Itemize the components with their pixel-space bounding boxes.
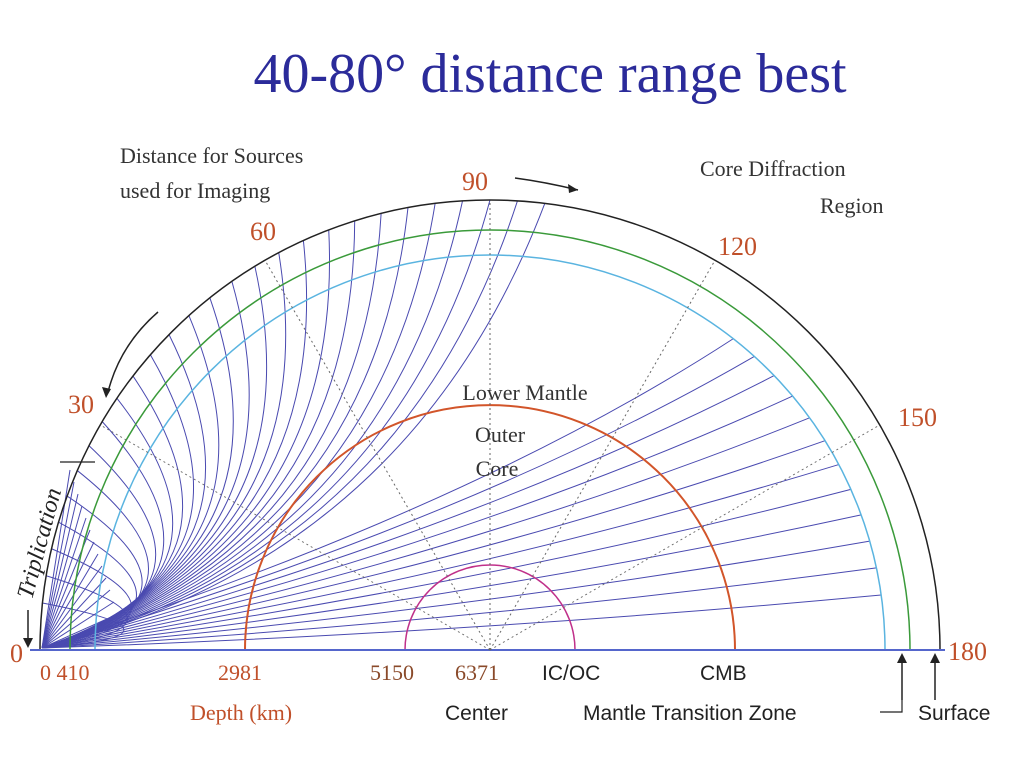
ray [41,203,546,649]
pointer-lines [901,660,936,700]
depth-label: 6371 [455,660,499,685]
diffraction-label: Region [820,193,884,218]
short-ray [41,613,119,649]
ray [41,240,308,649]
cmb-label: CMB [700,662,747,685]
core-ray [41,594,882,649]
arrowhead [102,387,111,398]
short-ray [41,493,79,649]
ray [41,220,356,649]
depth-label: 2981 [218,660,262,685]
short-ray [41,553,99,649]
ray [41,213,382,649]
short-ray [41,505,83,649]
short-ray [41,517,87,649]
short-ray [41,625,123,649]
mantle-circle [94,254,886,651]
triplication-label: Triplication [13,485,67,601]
ray [41,200,518,649]
surface-label: Surface [918,702,990,725]
radial-line [100,424,491,651]
radial-lines [100,200,880,651]
arrowhead [23,638,33,648]
core-ray [41,514,862,649]
angle-label: 180 [948,637,987,666]
core-ray [41,540,870,649]
ic-oc-label: IC/OC [542,662,600,685]
angle-label: 120 [718,232,757,261]
depth-axis-label: Depth (km) [190,700,292,725]
mtz-label: Mantle Transition Zone [583,702,797,725]
sources-label: used for Imaging [120,178,270,203]
ray [41,203,436,649]
core-ray [41,356,755,649]
ray-paths [41,199,882,649]
radial-line [489,260,716,651]
angle-label: 0 [10,639,23,668]
arrowhead [897,653,940,663]
short-ray [41,601,115,649]
arrow [107,311,159,393]
region-label: Lower Mantle [462,380,587,405]
core-ray [41,395,793,649]
core-ray [41,464,839,649]
bracket [880,700,903,713]
ray [41,199,491,649]
ray [41,207,409,649]
depth-label: 0 410 [40,660,90,685]
region-label: Outer [475,422,526,447]
core-ray [41,488,851,649]
center-label: Center [445,702,508,725]
radial-line [489,424,880,651]
inner-core-circle [404,564,576,651]
core-ray [41,338,734,649]
angle-label: 60 [250,217,276,246]
surface-circle [39,199,941,651]
diffraction-label: Core Diffraction [700,156,846,181]
ray [41,200,464,649]
short-ray [41,577,107,649]
short-ray [41,481,75,649]
depth-label: 5150 [370,660,414,685]
ray [41,252,287,649]
angle-label: 30 [68,390,94,419]
core-ray [41,417,810,649]
angle-label: 150 [898,403,937,432]
ray [41,229,330,649]
region-label: Core [476,456,519,481]
slide-title: 40-80° distance range best [253,43,847,105]
core-ray [41,440,826,649]
core-ray [41,375,775,649]
core-ray [41,567,877,649]
angle-label: 90 [462,167,488,196]
ray [41,281,250,649]
sources-label: Distance for Sources [120,143,303,168]
ray [41,266,267,649]
short-ray [41,541,95,649]
radial-line [264,260,491,651]
arrowhead [568,184,578,193]
